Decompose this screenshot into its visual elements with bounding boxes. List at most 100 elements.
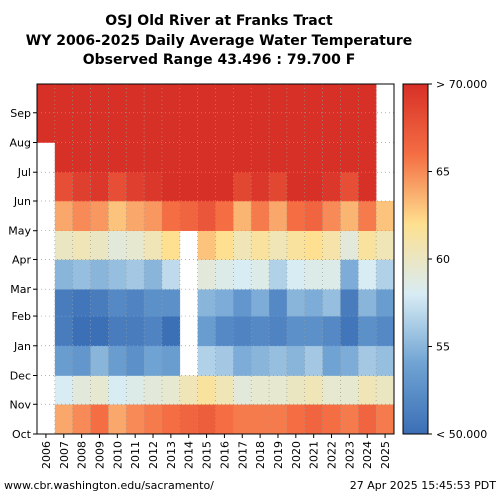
heatmap-cell	[90, 84, 109, 114]
heatmap-cell	[54, 259, 73, 290]
x-tick-label: 2021	[308, 441, 321, 469]
heatmap-cell	[233, 200, 252, 232]
heatmap-cell	[286, 289, 306, 317]
heatmap-cell	[54, 112, 73, 143]
x-tick-label: 2014	[183, 441, 196, 469]
heatmap-cell	[161, 316, 181, 347]
heatmap-cell	[322, 259, 341, 290]
heatmap-cell	[251, 289, 270, 317]
heatmap-cell	[358, 316, 377, 347]
heatmap-cell	[215, 375, 234, 405]
heatmap-cell	[286, 259, 306, 290]
heatmap-cell	[54, 375, 73, 405]
heatmap-cell	[161, 375, 181, 405]
heatmap-cell	[144, 172, 163, 202]
heatmap-cell	[179, 142, 198, 173]
y-tick-label: Dec	[10, 370, 31, 383]
heatmap-cell	[72, 404, 91, 435]
heatmap-cell	[376, 289, 395, 317]
heatmap-cell	[322, 404, 341, 435]
heatmap-cell	[304, 316, 323, 347]
heatmap-cell	[161, 259, 181, 290]
heatmap-cell	[304, 172, 323, 202]
heatmap-cell	[90, 375, 109, 405]
colorbar-tick-label: 55	[436, 341, 450, 354]
heatmap-cell	[108, 404, 127, 435]
heatmap-cell	[215, 142, 234, 173]
heatmap-cell	[54, 200, 73, 232]
y-tick-label: Jul	[17, 166, 31, 179]
heatmap-cell	[286, 345, 306, 376]
heatmap-cell	[304, 259, 323, 290]
heatmap-cell	[269, 345, 288, 376]
heatmap-cell	[54, 345, 73, 376]
heatmap-cell	[72, 316, 91, 347]
footer-timestamp: 27 Apr 2025 15:45:53 PDT	[350, 479, 497, 492]
heatmap-cell	[126, 112, 145, 143]
heatmap-cell	[108, 230, 127, 260]
heatmap-cell	[233, 259, 252, 290]
heatmap-cell	[126, 404, 145, 435]
heatmap-cell	[376, 259, 395, 290]
heatmap-cell	[72, 345, 91, 376]
x-tick-label: 2020	[290, 441, 303, 469]
chart-title-line-1: OSJ Old River at Franks Tract	[105, 13, 333, 29]
heatmap-cell	[144, 289, 163, 317]
heatmap-cell	[197, 259, 216, 290]
heatmap-cell	[108, 142, 127, 173]
heatmap-cell	[72, 375, 91, 405]
y-tick-label: Jan	[13, 340, 31, 353]
heatmap-cell	[215, 345, 234, 376]
heatmap-cell	[72, 84, 91, 114]
heatmap-cell	[90, 289, 109, 317]
heatmap-cell	[108, 84, 127, 114]
heatmap-cell	[126, 142, 145, 173]
heatmap-cell	[340, 375, 359, 405]
heatmap-cell	[358, 112, 377, 143]
heatmap-cell	[144, 375, 163, 405]
heatmap-cell	[340, 316, 359, 347]
heatmap-cell	[37, 112, 56, 143]
x-tick-label: 2008	[76, 441, 89, 469]
heatmap-cell	[144, 200, 163, 232]
heatmap-cell	[161, 200, 181, 232]
x-tick-label: 2016	[218, 441, 231, 469]
heatmap-cell	[358, 200, 377, 232]
heatmap-cell	[90, 259, 109, 290]
heatmap-cell	[269, 230, 288, 260]
heatmap-cell	[304, 345, 323, 376]
x-tick-label: 2009	[93, 441, 106, 469]
heatmap-cell	[286, 112, 306, 143]
heatmap-cell	[126, 84, 145, 114]
heatmap-cell	[108, 259, 127, 290]
heatmap-cell	[215, 316, 234, 347]
heatmap-cell	[161, 112, 181, 143]
heatmap-cell	[269, 316, 288, 347]
heatmap-cell	[304, 375, 323, 405]
heatmap-cell	[340, 84, 359, 114]
heatmap-cell	[144, 84, 163, 114]
heatmap-cell	[286, 84, 306, 114]
heatmap-cell	[144, 142, 163, 173]
heatmap-cell	[376, 345, 395, 376]
heatmap-cell	[251, 259, 270, 290]
heatmap-cell	[269, 142, 288, 173]
heatmap-cell	[233, 289, 252, 317]
heatmap-cell	[251, 404, 270, 435]
heatmap-cell	[179, 84, 198, 114]
heatmap-cell	[161, 345, 181, 376]
x-tick-label: 2006	[40, 441, 53, 469]
heatmap-cell	[54, 172, 73, 202]
x-tick-label: 2024	[361, 441, 374, 469]
heatmap-cell	[269, 289, 288, 317]
heatmap-cell	[304, 200, 323, 232]
heatmap-cell	[90, 200, 109, 232]
heatmap-cell	[322, 316, 341, 347]
heatmap-cell	[215, 84, 234, 114]
heatmap-cell	[161, 142, 181, 173]
heatmap-cell	[144, 259, 163, 290]
heatmap-cell	[54, 142, 73, 173]
heatmap-cell	[72, 230, 91, 260]
heatmap-cell	[251, 230, 270, 260]
x-axis-ticks: 2006 2007 2008 2009 2010 2011 2012 2013 2014 2015…	[40, 434, 392, 469]
